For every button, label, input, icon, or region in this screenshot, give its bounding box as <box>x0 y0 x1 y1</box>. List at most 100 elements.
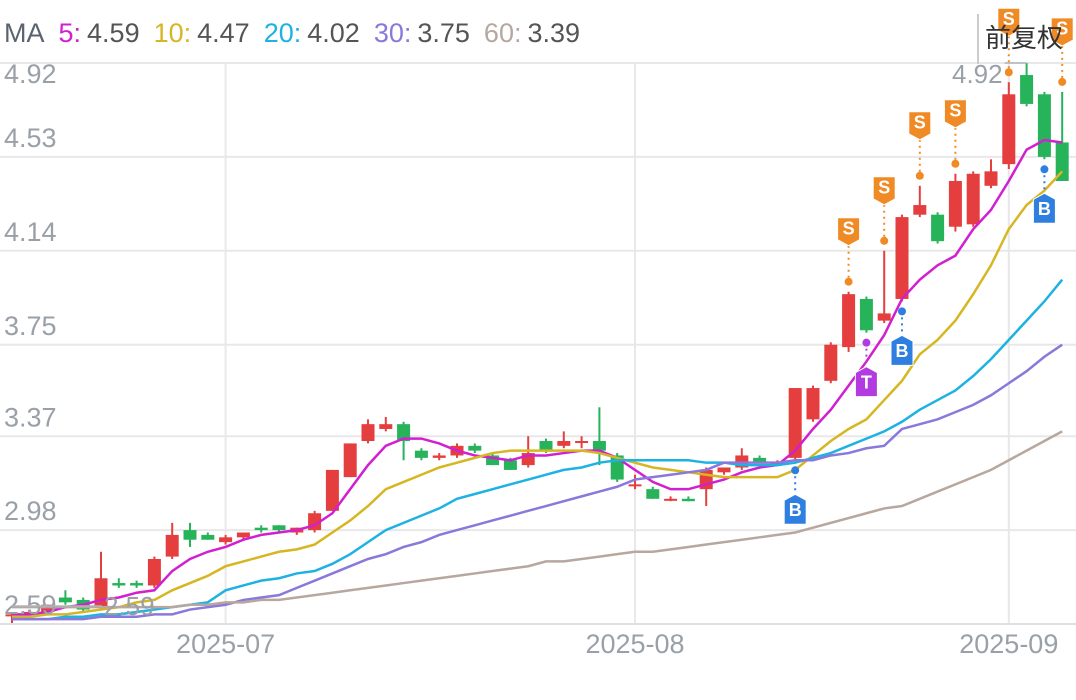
signal: S <box>872 176 896 245</box>
low-label: 2.59 <box>104 591 155 621</box>
candle-body <box>201 534 215 540</box>
y-tick-label: 4.53 <box>4 123 57 153</box>
signal-badge <box>943 99 967 129</box>
candle-body <box>236 532 250 538</box>
signal: B <box>783 466 807 525</box>
ma-label: MA <box>4 18 45 48</box>
candle-body <box>717 467 731 473</box>
legend-value: 4.47 <box>197 18 250 48</box>
legend-value: 4.02 <box>307 18 360 48</box>
candle-body <box>931 214 945 242</box>
candle-body <box>1020 75 1034 104</box>
adjust-button[interactable]: 前复权 <box>977 14 1063 64</box>
signal: B <box>1032 165 1056 224</box>
legend-name: 5: <box>58 18 82 48</box>
y-tick-label: 2.59 <box>4 590 57 620</box>
ma-line <box>12 170 1064 619</box>
signal-dot <box>1004 68 1013 77</box>
candle-body <box>397 424 411 442</box>
candle-body <box>948 180 962 227</box>
candle-body <box>895 217 909 299</box>
signal: S <box>997 7 1021 77</box>
candle-body <box>966 173 980 225</box>
signal-dot <box>951 159 960 168</box>
signal: S <box>837 217 861 286</box>
signal-badge <box>997 7 1021 37</box>
candle-body <box>254 527 268 531</box>
candle-body <box>806 388 820 420</box>
legend-name: 60: <box>483 18 522 48</box>
legend-item: 20: 4.02 <box>264 18 360 49</box>
candle-body <box>343 443 357 478</box>
signal-badge <box>1050 17 1074 47</box>
signal-letter: B <box>789 500 802 520</box>
candle-body <box>664 498 678 501</box>
candle-body <box>486 455 500 466</box>
signal-letter: B <box>896 341 909 361</box>
y-tick-label: 3.37 <box>4 402 57 432</box>
candle-body <box>557 441 571 446</box>
candle-body <box>379 424 393 429</box>
signal-letter: S <box>843 218 855 238</box>
signal-letter: B <box>1038 199 1051 219</box>
candle-body <box>325 469 339 511</box>
candle-body <box>877 313 891 321</box>
signal-letter: S <box>914 113 926 133</box>
ma-legend: MA 5: 4.59 10: 4.47 20: 4.02 30: 3.75 60: 3.39 <box>4 18 580 49</box>
candle-body <box>23 611 37 614</box>
signal-dot <box>915 171 924 180</box>
signal-badge <box>872 176 896 206</box>
legend-item: 5: 4.59 <box>59 18 140 49</box>
signal-badge <box>908 111 932 141</box>
candle-body <box>788 388 802 458</box>
signal-badge <box>854 366 878 398</box>
signal-badge <box>837 217 861 247</box>
signal: S <box>943 99 967 168</box>
legend-item: 10: 4.47 <box>154 18 250 49</box>
candle-body <box>984 171 998 186</box>
signal-letter: S <box>1056 19 1068 39</box>
candle-body <box>628 484 642 487</box>
candle-body <box>165 534 179 557</box>
legend-item: 60: 3.39 <box>484 18 580 49</box>
ma-line <box>12 138 1063 616</box>
signal-letter: S <box>949 101 961 121</box>
candle-body <box>913 205 927 215</box>
signal-letter: S <box>1003 9 1015 29</box>
candle-body <box>183 530 197 540</box>
candle-body <box>272 525 286 531</box>
candle-body <box>112 583 126 586</box>
legend-item: 30: 3.75 <box>374 18 470 49</box>
ma-line <box>12 343 1063 621</box>
candle-body <box>414 450 428 458</box>
candle-body <box>468 445 482 451</box>
signal: B <box>890 307 914 366</box>
y-tick-label: 4.92 <box>4 59 57 89</box>
candle-body <box>824 344 838 381</box>
ma-line <box>12 430 1063 609</box>
y-tick-label: 3.75 <box>4 311 57 341</box>
signal: T <box>854 338 878 398</box>
candle-body <box>219 537 233 543</box>
x-tick-label: 2025-08 <box>585 629 684 659</box>
candle-body <box>1037 94 1051 157</box>
candle-body <box>646 489 660 499</box>
signal: S <box>908 111 932 180</box>
signal-letter: T <box>861 372 872 392</box>
x-tick-label: 2025-07 <box>176 629 275 659</box>
candle-body <box>503 460 517 470</box>
candle-body <box>1055 142 1069 181</box>
signal-badge <box>783 493 807 525</box>
candle-body <box>361 424 375 442</box>
candle-body <box>575 441 589 444</box>
signal-letter: S <box>878 178 890 198</box>
legend-value: 3.75 <box>417 18 470 48</box>
signal-badge <box>890 334 914 366</box>
candle-body <box>58 597 72 603</box>
signal: S <box>1050 17 1074 86</box>
candle-body <box>130 583 144 586</box>
candle-body <box>539 441 553 451</box>
signal-dot <box>880 236 889 245</box>
